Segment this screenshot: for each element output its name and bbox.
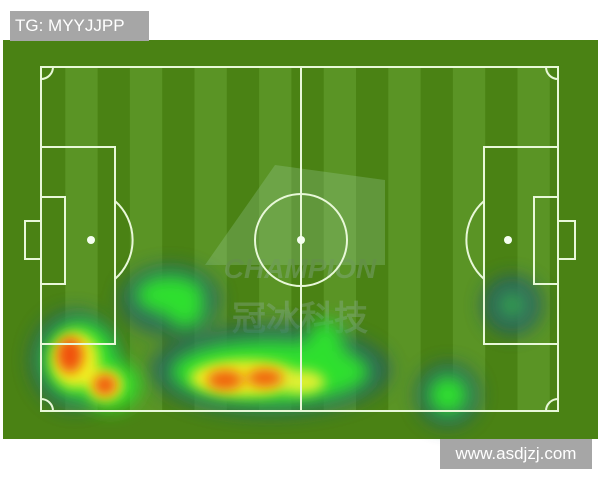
grass-stripe (129, 67, 163, 411)
grass-stripe (452, 67, 486, 411)
tag-label: TG: MYYJJPP (10, 11, 149, 41)
corner-arc (545, 66, 559, 80)
corner-arc (40, 66, 54, 80)
left-goal (24, 220, 42, 260)
center-spot (297, 236, 305, 244)
right-goal (557, 220, 576, 260)
corner-arc (545, 398, 559, 412)
grass-stripe (388, 67, 421, 411)
site-watermark: www.asdjzj.com (440, 439, 592, 469)
center-circle (254, 193, 348, 287)
left-penalty-arc (114, 200, 134, 280)
right-penalty-spot (504, 236, 512, 244)
right-penalty-arc (465, 200, 485, 280)
corner-arc (40, 398, 54, 412)
left-penalty-spot (87, 236, 95, 244)
